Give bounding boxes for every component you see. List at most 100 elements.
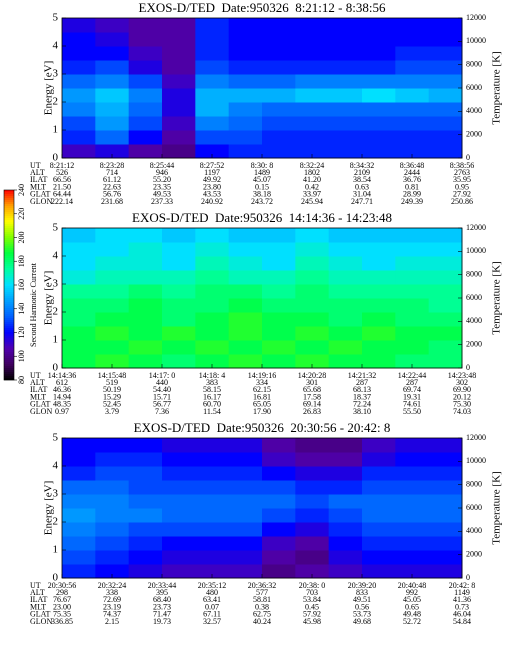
heatmap-cell xyxy=(128,228,163,243)
table-cell: 74.37 xyxy=(103,610,121,619)
table-cell: 0.73 xyxy=(455,602,469,611)
heatmap-cell xyxy=(128,494,163,509)
heatmap-cell xyxy=(95,536,130,551)
heatmap-cell xyxy=(328,60,363,75)
table-cell: 1149 xyxy=(454,588,470,597)
table-cell: 0.95 xyxy=(455,182,469,191)
table-cell: 11.54 xyxy=(203,407,221,416)
heatmap-cell xyxy=(295,522,330,537)
heatmap-cell xyxy=(162,32,196,47)
colorbar-segment xyxy=(4,200,14,203)
table-cell: 8:23:28 xyxy=(100,161,124,170)
heatmap-cell xyxy=(328,74,363,89)
heatmap-cell xyxy=(195,102,230,117)
colorbar-segment xyxy=(4,346,14,349)
table-cell: 62.15 xyxy=(253,385,271,394)
table-cell: 16.17 xyxy=(203,392,221,401)
heatmap-cell xyxy=(195,270,230,285)
heatmap-cell xyxy=(428,270,463,285)
table-cell: 35.95 xyxy=(453,175,471,184)
heatmap-cell xyxy=(95,466,130,481)
heatmap-cell xyxy=(62,144,96,159)
heatmap-cell xyxy=(228,32,263,47)
heatmap-cell xyxy=(295,74,330,89)
colorbar-tick-label: 80 xyxy=(17,376,26,384)
heatmap-cell xyxy=(95,298,130,313)
heatmap-cell xyxy=(128,438,163,453)
y2-tick-label: 2000 xyxy=(466,339,482,348)
heatmap-cell xyxy=(295,354,330,369)
heatmap-cell xyxy=(362,312,396,327)
y2-tick-label: 0 xyxy=(466,573,470,582)
colorbar-segment xyxy=(4,192,14,195)
heatmap-cell xyxy=(195,242,230,257)
y2-tick-label: 12000 xyxy=(466,223,486,232)
table-cell: 1802 xyxy=(304,168,320,177)
heatmap-cell xyxy=(362,144,396,159)
heatmap-cell xyxy=(128,550,163,565)
heatmap-cell xyxy=(62,284,96,299)
table-cell: 833 xyxy=(356,588,368,597)
table-cell: 65.68 xyxy=(303,385,321,394)
heatmap-cell xyxy=(295,88,330,103)
heatmap-cell xyxy=(395,494,430,509)
table-cell: 23.80 xyxy=(203,182,221,191)
y-tick-label: 5 xyxy=(53,432,59,444)
colorbar-segment xyxy=(4,218,14,221)
heatmap-cell xyxy=(328,550,363,565)
colorbar-segment xyxy=(4,314,14,317)
heatmap-cell xyxy=(428,46,463,61)
heatmap-cell xyxy=(295,256,330,271)
heatmap-cell xyxy=(362,46,396,61)
heatmap-cell xyxy=(128,522,163,537)
heatmap-cell xyxy=(395,480,430,495)
table-cell: 0.45 xyxy=(305,602,319,611)
heatmap-cell xyxy=(328,242,363,257)
table-cell: 58.15 xyxy=(203,385,221,394)
heatmap-cell xyxy=(328,88,363,103)
heatmap-cell xyxy=(295,270,330,285)
table-cell: 23.35 xyxy=(153,182,171,191)
heatmap-cell xyxy=(362,60,396,75)
heatmap-cell xyxy=(428,438,463,453)
heatmap-cell xyxy=(328,144,363,159)
heatmap-cell xyxy=(95,256,130,271)
colorbar-segment xyxy=(4,240,14,243)
heatmap-cell xyxy=(62,270,96,285)
colorbar-segment xyxy=(4,372,14,375)
heatmap-cell xyxy=(95,494,130,509)
y2-tick-label: 0 xyxy=(466,363,470,372)
table-cell: 2444 xyxy=(404,168,420,177)
heatmap-cell xyxy=(395,564,430,579)
heatmap-cell xyxy=(62,242,96,257)
heatmap-cell xyxy=(295,466,330,481)
table-cell: 338 xyxy=(106,588,118,597)
colorbar-segment xyxy=(4,282,14,285)
heatmap-cell xyxy=(328,130,363,145)
heatmap-cell xyxy=(95,284,130,299)
heatmap-cell xyxy=(395,466,430,481)
colorbar-segment xyxy=(4,238,14,241)
panel-title: EXOS-D/TED Date:950326 20:30:56 - 20:42:… xyxy=(134,420,391,435)
table-cell: 14:23:48 xyxy=(448,371,476,380)
heatmap-cell xyxy=(95,242,130,257)
heatmap-cell xyxy=(195,452,230,467)
heatmap-cell xyxy=(62,564,96,579)
heatmap-cell xyxy=(328,340,363,355)
heatmap-cell xyxy=(62,508,96,523)
heatmap-cell xyxy=(228,88,263,103)
heatmap-cell xyxy=(262,102,296,117)
colorbar-segment xyxy=(4,300,14,303)
y-tick-label: 5 xyxy=(53,12,59,24)
table-cell: 20:40:48 xyxy=(398,581,426,590)
heatmap-cell xyxy=(395,256,430,271)
heatmap-cell xyxy=(128,452,163,467)
table-cell: 612 xyxy=(56,378,68,387)
y-tick-label: 3 xyxy=(53,278,59,290)
colorbar-segment xyxy=(4,270,14,273)
heatmap-cell xyxy=(95,102,130,117)
table-cell: 231.68 xyxy=(101,197,123,206)
heatmap-cell xyxy=(328,32,363,47)
table-row-label: MLT xyxy=(30,182,46,191)
heatmap-cell xyxy=(362,550,396,565)
